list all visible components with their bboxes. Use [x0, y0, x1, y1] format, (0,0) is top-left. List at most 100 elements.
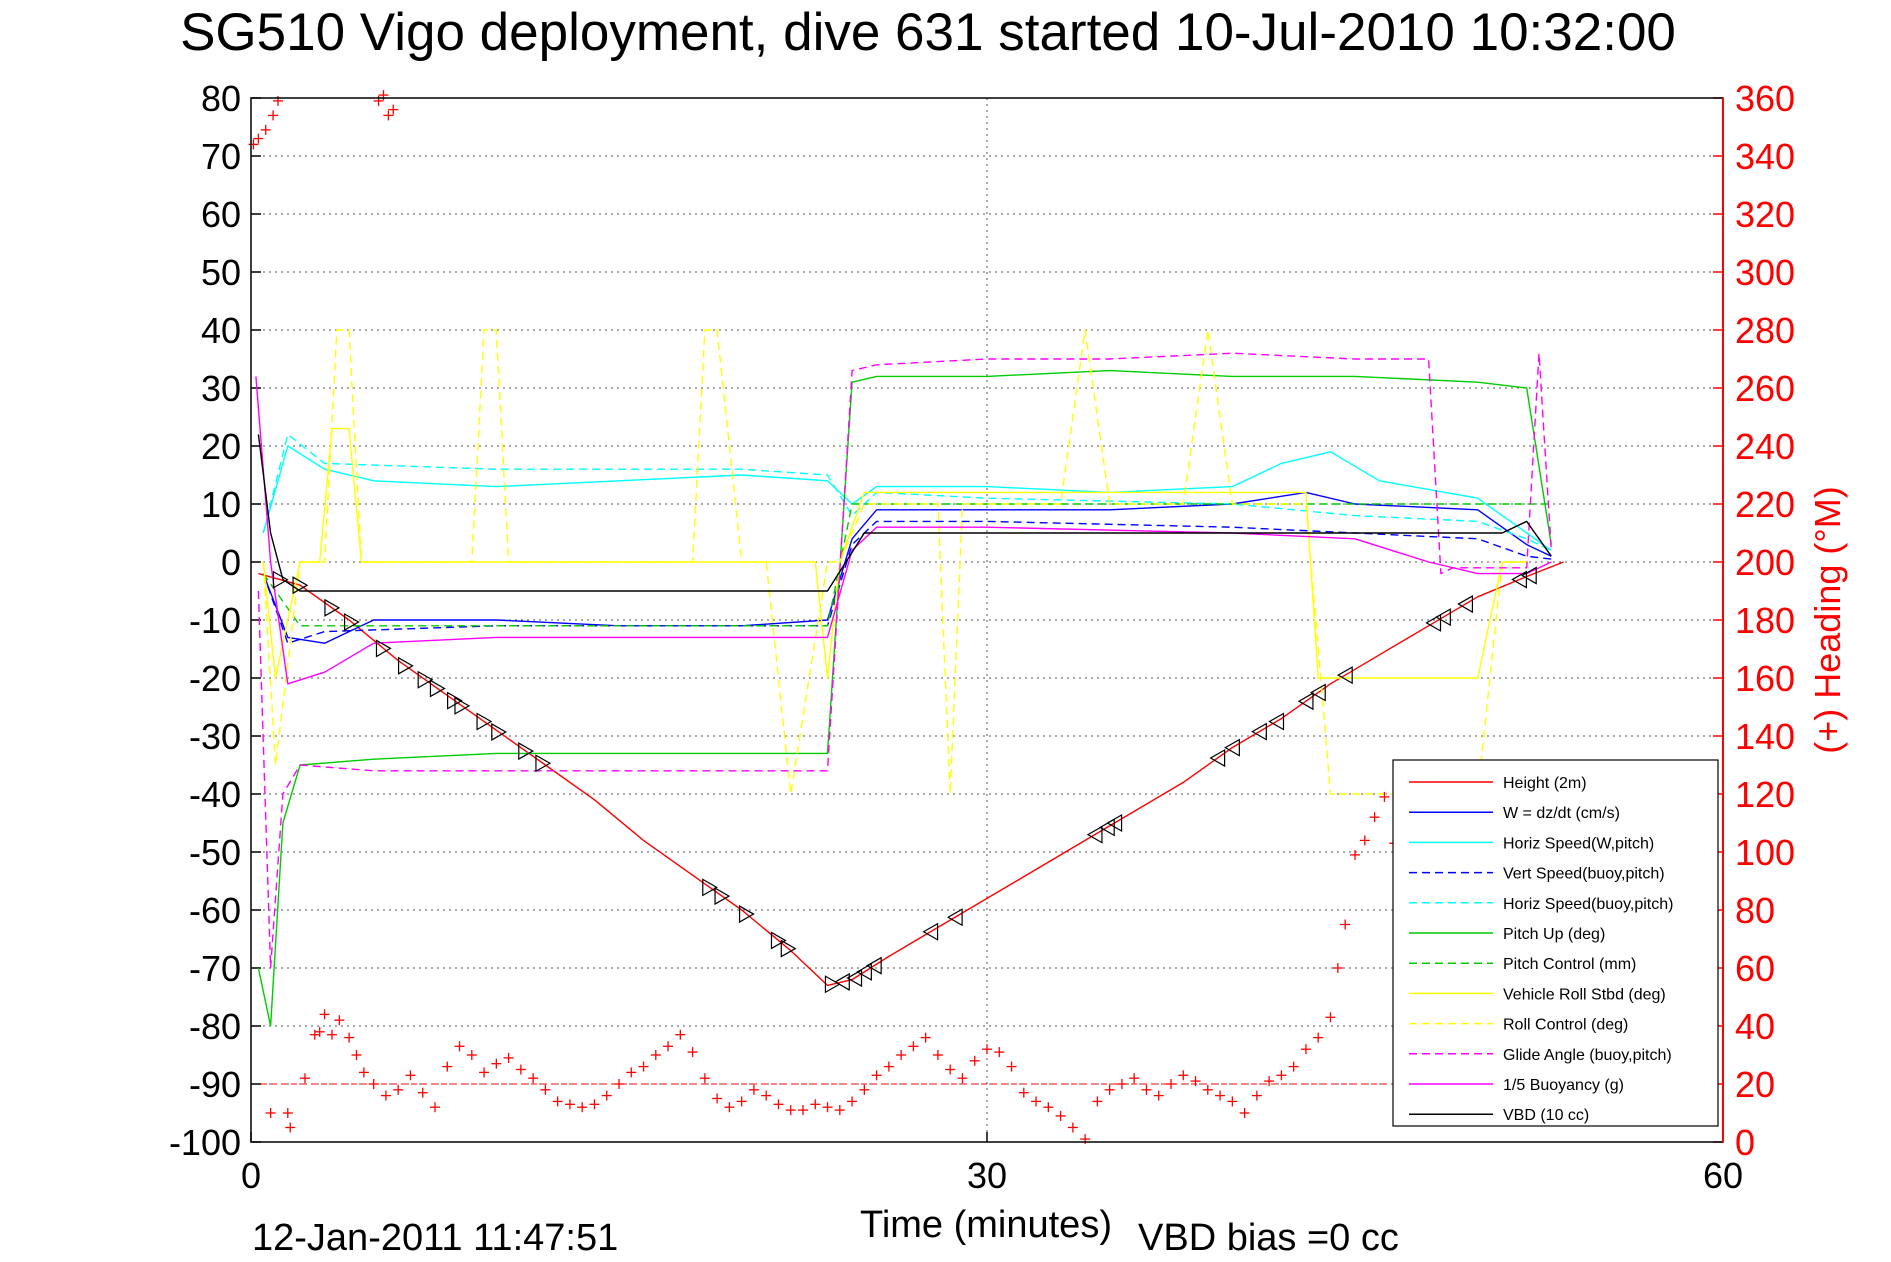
waypoint-triangle	[292, 576, 309, 595]
waypoint-triangle	[1309, 683, 1326, 702]
legend-label-6: Pitch Control (mm)	[1503, 956, 1636, 973]
y-tick-label: 10	[201, 484, 241, 525]
heading-marker	[1359, 835, 1370, 846]
legend-label-1: W = dz/dt (cm/s)	[1503, 805, 1620, 822]
heading-marker	[454, 1041, 465, 1052]
y-tick-label: -80	[189, 1006, 241, 1047]
heading-marker	[334, 1015, 345, 1026]
series-line-9	[257, 352, 1552, 969]
heading-marker	[1379, 791, 1390, 802]
heading-marker	[736, 1096, 747, 1107]
heading-marker	[282, 1108, 293, 1118]
heading-marker	[1153, 1090, 1164, 1101]
heading-marker	[724, 1102, 735, 1113]
y-tick-label: 60	[201, 194, 241, 235]
waypoint-triangle	[946, 908, 963, 927]
y2-tick-label: 340	[1735, 136, 1795, 177]
heading-marker	[368, 1079, 379, 1089]
heading-marker	[380, 1090, 391, 1101]
heading-marker	[650, 1050, 661, 1060]
x-tick-label: 60	[1703, 1155, 1743, 1196]
heading-marker	[932, 1050, 943, 1060]
waypoint-triangle	[1224, 738, 1240, 757]
heading-marker	[1340, 919, 1351, 930]
heading-marker	[253, 133, 264, 144]
series-line-0	[258, 561, 1564, 987]
heading-marker	[1227, 1096, 1238, 1107]
y2-tick-label: 80	[1735, 890, 1775, 931]
heading-marker	[1288, 1061, 1299, 1072]
heading-marker	[265, 1108, 276, 1118]
heading-marker	[552, 1096, 563, 1107]
waypoint-triangle	[824, 975, 841, 994]
legend-box	[1392, 759, 1719, 1127]
heading-marker	[1190, 1076, 1201, 1087]
heading-marker	[1166, 1079, 1176, 1089]
heading-marker	[540, 1084, 551, 1095]
y2-tick-label: 100	[1735, 832, 1795, 873]
waypoint-triangle	[714, 887, 731, 906]
heading-marker	[785, 1105, 796, 1116]
heading-marker	[268, 110, 279, 121]
heading-marker	[945, 1064, 956, 1075]
heading-marker	[1239, 1108, 1250, 1118]
waypoint-triangle	[1336, 666, 1353, 685]
heading-marker	[1251, 1090, 1262, 1101]
waypoint-triangle	[491, 722, 507, 741]
heading-marker	[699, 1073, 710, 1084]
heading-marker	[1129, 1073, 1140, 1084]
waypoint-triangle	[1457, 595, 1473, 614]
waypoint-markers	[272, 566, 1537, 994]
heading-marker	[1332, 963, 1343, 973]
waypoint-triangle	[324, 598, 341, 617]
vbd-bias-note: VBD bias =0 cc	[1138, 1217, 1399, 1259]
heading-marker	[299, 1073, 310, 1084]
waypoint-triangle	[1297, 692, 1314, 711]
series-line-7	[262, 427, 1527, 679]
chart-title: SG510 Vigo deployment, dive 631 started …	[180, 3, 1676, 62]
y-tick-label: -20	[189, 658, 241, 699]
waypoint-triangle	[343, 612, 360, 632]
heading-marker	[601, 1090, 612, 1101]
y2-tick-label: 120	[1735, 774, 1795, 815]
heading-marker	[1018, 1087, 1029, 1098]
heading-marker	[1264, 1076, 1275, 1087]
heading-marker	[1276, 1070, 1287, 1081]
waypoint-triangle	[1435, 608, 1451, 627]
heading-marker	[1104, 1084, 1115, 1095]
y-tick-label: 40	[201, 310, 241, 351]
y2-tick-label: 180	[1735, 600, 1795, 641]
heading-marker	[957, 1073, 968, 1084]
waypoint-triangle	[417, 670, 434, 689]
heading-marker	[1202, 1084, 1213, 1095]
legend-label-11: VBD (10 cc)	[1503, 1107, 1589, 1124]
waypoint-triangle	[1086, 825, 1103, 844]
waypoint-triangle	[272, 570, 289, 589]
heading-marker	[1116, 1079, 1127, 1089]
waypoint-triangle	[780, 939, 797, 958]
waypoint-triangle	[834, 972, 850, 991]
legend-label-4: Horiz Speed(buoy,pitch)	[1503, 896, 1673, 913]
y-tick-label: -50	[189, 832, 241, 873]
waypoint-triangle	[846, 969, 863, 988]
heading-marker	[503, 1052, 514, 1063]
heading-marker	[430, 1102, 440, 1113]
y-tick-label: 80	[201, 78, 241, 119]
heading-marker	[1369, 812, 1380, 823]
waypoint-triangle	[1425, 613, 1442, 632]
right-y-axis: 3603403203002802602402202001801601401201…	[1713, 78, 1795, 1163]
x-axis-label: Time (minutes)	[860, 1204, 1112, 1246]
heading-marker	[388, 104, 399, 115]
waypoint-triangle	[1251, 722, 1267, 741]
heading-marker	[675, 1029, 686, 1040]
legend-label-2: Horiz Speed(W,pitch)	[1503, 835, 1654, 852]
heading-marker	[314, 1026, 325, 1037]
heading-marker	[969, 1055, 980, 1066]
legend-label-10: 1/5 Buoyancy (g)	[1503, 1077, 1624, 1094]
waypoint-triangle	[454, 696, 471, 715]
heading-marker	[810, 1099, 821, 1110]
y2-tick-label: 140	[1735, 716, 1795, 757]
series-line-2	[262, 445, 1552, 551]
heading-marker	[491, 1058, 502, 1069]
